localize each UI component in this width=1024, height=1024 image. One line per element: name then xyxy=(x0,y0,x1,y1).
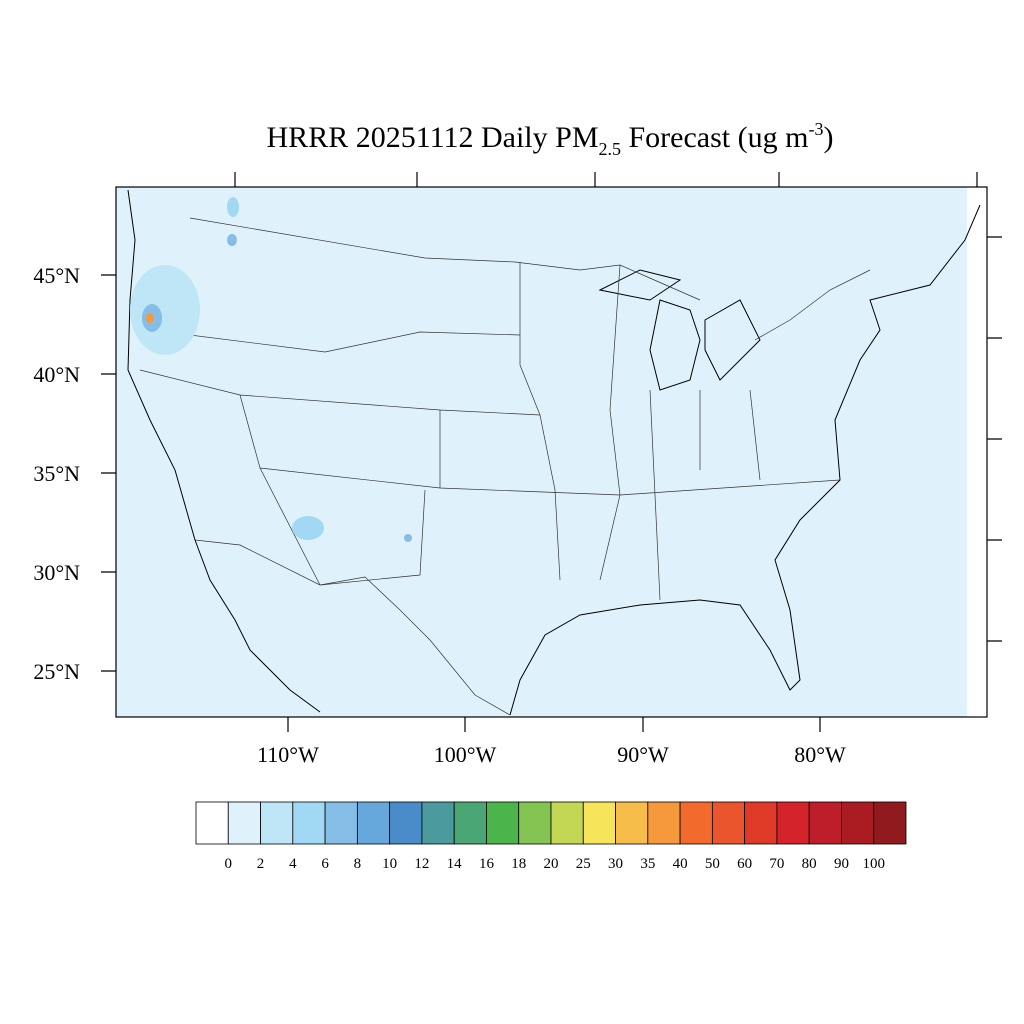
borders xyxy=(139,217,871,716)
state-borders xyxy=(139,262,841,601)
colorbar-label: 70 xyxy=(769,856,784,872)
tick-marks xyxy=(101,172,1002,732)
smoke-plume xyxy=(292,516,324,540)
colorbar-box xyxy=(647,801,681,845)
colorbar-label: 40 xyxy=(673,856,688,872)
colorbar-label: 20 xyxy=(544,856,559,872)
title-end: ) xyxy=(823,121,833,154)
lon-label: 110°W xyxy=(257,742,319,767)
colorbar-label: 12 xyxy=(414,856,429,872)
map: 45°N 40°N 35°N 30°N 25°N 110°W 100°W 90°… xyxy=(33,172,1002,767)
coastlines xyxy=(127,189,981,716)
colorbar-box xyxy=(486,801,520,845)
colorbar-box xyxy=(873,801,907,845)
smoke-plume xyxy=(130,265,200,355)
mexico-border xyxy=(194,539,511,716)
lat-label: 35°N xyxy=(33,461,80,486)
east-coast xyxy=(509,204,981,716)
colorbar-label: 8 xyxy=(354,856,362,872)
smoke-core xyxy=(146,313,154,323)
colorbar-box xyxy=(227,801,261,845)
colorbar-label: 100 xyxy=(862,856,885,872)
colorbar-label: 30 xyxy=(608,856,623,872)
colorbar-box xyxy=(615,801,649,845)
colorbar-label: 16 xyxy=(479,856,495,872)
lat-label: 30°N xyxy=(33,560,80,585)
smoke-plume xyxy=(227,234,237,246)
colorbar-label: 60 xyxy=(737,856,752,872)
colorbar-box xyxy=(711,801,746,845)
title-rest: Forecast (ug m xyxy=(621,121,808,154)
title-sub: 2.5 xyxy=(599,139,622,159)
colorbar-box xyxy=(292,801,326,845)
colorbar-box xyxy=(356,801,391,845)
colorbar-label: 35 xyxy=(640,856,655,872)
lon-label: 90°W xyxy=(617,742,669,767)
colorbar-label: 6 xyxy=(321,856,329,872)
colorbar-box xyxy=(421,801,455,845)
colorbar-label: 25 xyxy=(576,856,591,872)
smoke-plume xyxy=(227,197,239,217)
graticule-ticks xyxy=(101,172,1002,732)
map-field xyxy=(116,187,967,717)
colorbar-box xyxy=(389,801,423,845)
colorbar: 0 2 4 6 8 10 12 14 16 18 20 25 30 35 40 50 60 70 80 90 100 xyxy=(195,801,907,872)
colorbar-box xyxy=(776,801,810,845)
canada-border xyxy=(189,217,871,341)
colorbar-label: 14 xyxy=(447,856,463,872)
colorbar-box xyxy=(744,801,778,845)
colorbar-label: 50 xyxy=(705,856,720,872)
colorbar-box xyxy=(808,801,842,845)
colorbar-label: 4 xyxy=(289,856,297,872)
lat-label: 40°N xyxy=(33,362,80,387)
colorbar-box xyxy=(195,801,229,845)
colorbar-box xyxy=(518,801,552,845)
map-frame xyxy=(115,186,988,718)
colorbar-box xyxy=(260,801,294,845)
colorbar-label: 18 xyxy=(511,856,526,872)
great-lakes xyxy=(598,269,761,391)
lon-label: 100°W xyxy=(434,742,497,767)
colorbar-label: 80 xyxy=(802,856,817,872)
colorbar-label: 2 xyxy=(257,856,265,872)
title-main: HRRR 20251112 Daily PM xyxy=(267,121,599,154)
lon-labels: 110°W 100°W 90°W 80°W xyxy=(257,742,846,767)
lat-label: 45°N xyxy=(33,263,80,288)
colorbar-box xyxy=(841,801,875,845)
colorbar-box xyxy=(679,801,713,845)
colorbar-label: 90 xyxy=(834,856,849,872)
smoke xyxy=(130,197,412,542)
colorbar-box xyxy=(453,801,487,845)
lat-label: 25°N xyxy=(33,659,80,684)
lon-label: 80°W xyxy=(794,742,846,767)
west-coast xyxy=(127,189,321,713)
colorbar-label: 0 xyxy=(225,856,233,872)
smoke-plume xyxy=(404,534,412,542)
title-sup: -3 xyxy=(808,119,823,139)
colorbar-box xyxy=(324,801,358,845)
colorbar-label: 10 xyxy=(382,856,397,872)
colorbar-box xyxy=(550,801,584,845)
colorbar-box xyxy=(582,801,616,845)
lat-labels: 45°N 40°N 35°N 30°N 25°N xyxy=(33,263,80,684)
title: HRRR 20251112 Daily PM2.5 Forecast (ug m… xyxy=(267,119,834,159)
